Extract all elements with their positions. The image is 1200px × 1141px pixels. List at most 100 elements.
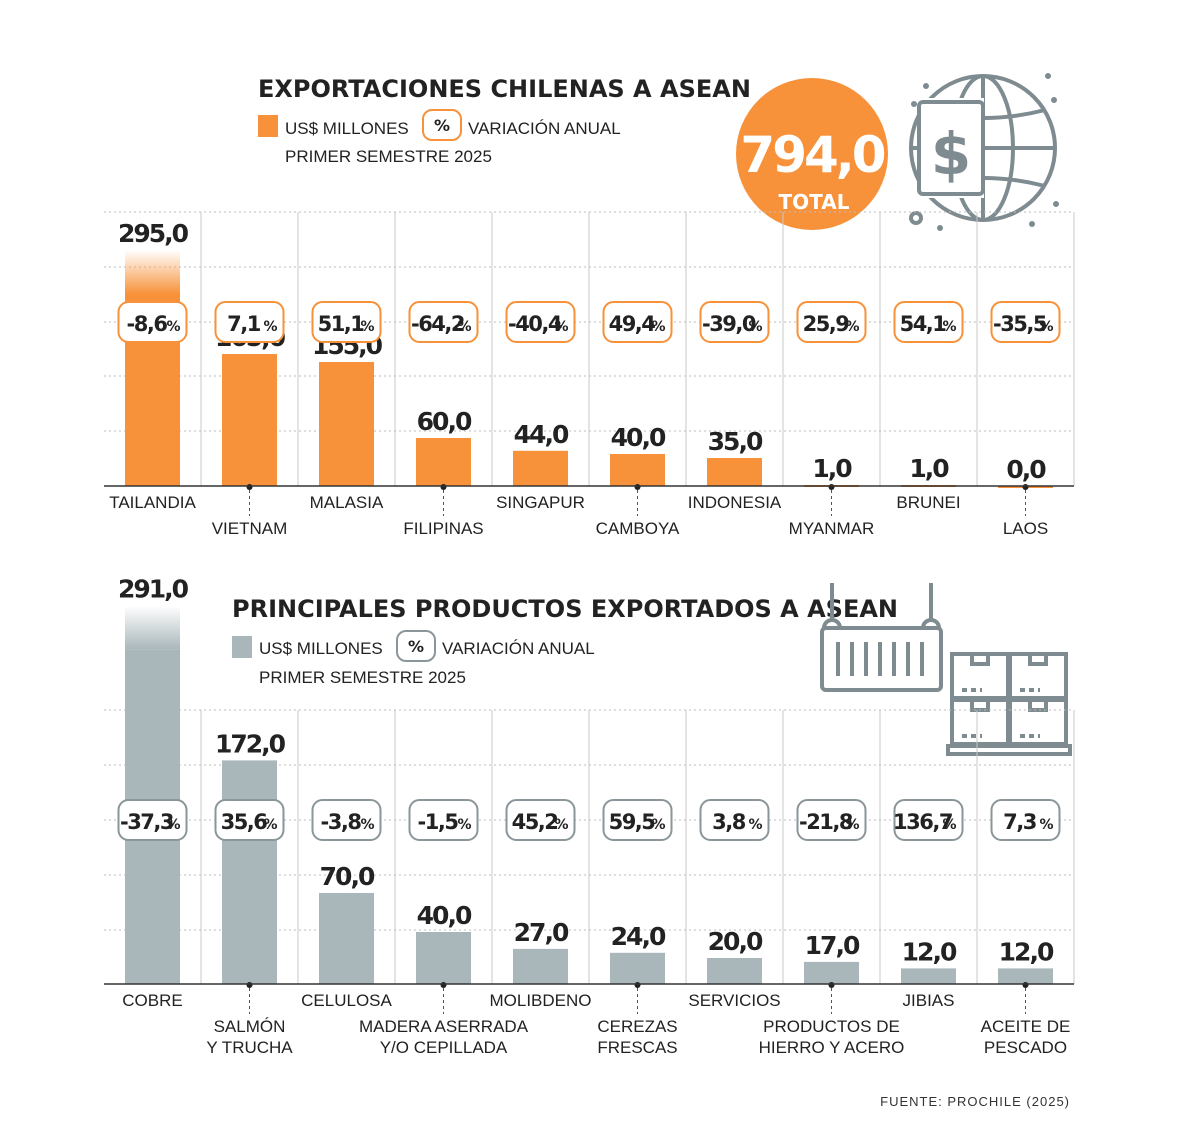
variation-pill: 25,9%: [796, 301, 867, 343]
chart1-subtitle: PRIMER SEMESTRE 2025: [285, 147, 492, 166]
chart1-legend-swatch: [258, 115, 278, 137]
chart1: 295,0-8,6%TAILANDIA165,07,1%VIETNAM155,0…: [104, 211, 1075, 538]
variation-pct-sign: %: [166, 817, 180, 833]
variation-pill: 136,7%: [893, 799, 964, 841]
variation-pill: 49,4%: [602, 301, 673, 343]
variation-pill: -21,8%: [796, 799, 867, 841]
variation-pct-sign: %: [166, 319, 180, 335]
variation-pill: 51,1%: [311, 301, 382, 343]
variation-pct-sign: %: [748, 817, 762, 833]
variation-value: 35,6: [221, 810, 268, 834]
value-label: 291,0: [118, 575, 189, 604]
leader-dot: [634, 484, 641, 490]
category-label: PESCADO: [984, 1038, 1067, 1057]
value-label: 40,0: [611, 423, 666, 452]
chart1-legend-variation: VARIACIÓN ANUAL: [468, 119, 621, 138]
category-label: SINGAPUR: [496, 493, 585, 512]
variation-value: -40,4: [508, 312, 562, 336]
total-badge: 794,0 TOTAL: [736, 78, 888, 230]
variation-value: 45,2: [512, 810, 558, 834]
variation-pct-sign: %: [457, 817, 471, 833]
value-label: 24,0: [611, 922, 666, 951]
bar: [222, 760, 277, 984]
bar: [804, 961, 859, 984]
chart1-title: EXPORTACIONES CHILENAS A ASEAN: [258, 75, 751, 103]
variation-value: 54,1: [900, 312, 947, 336]
variation-pill: 59,5%: [602, 799, 673, 841]
chart1-legend-pct-box: [422, 109, 462, 141]
variation-pill: -8,6%: [117, 301, 188, 343]
bar: [707, 458, 762, 486]
chart2-legend-variation: VARIACIÓN ANUAL: [442, 639, 595, 658]
value-label: 60,0: [417, 407, 472, 436]
category-label: LAOS: [1003, 519, 1048, 538]
variation-value: -8,6: [127, 312, 168, 336]
variation-value: -21,8: [799, 810, 853, 834]
bar-fade: [125, 250, 180, 294]
leader-dot: [828, 982, 835, 988]
variation-value: 136,7: [893, 810, 952, 834]
chart2: 291,0 -37,3% COBRE 172,0 35,6% SALMÓN Y TRUCHA…: [104, 575, 1075, 1057]
category-label: CELULOSA: [301, 991, 392, 1010]
category-label: TAILANDIA: [109, 493, 196, 512]
variation-value: -64,2: [411, 312, 464, 336]
variation-pct-sign: %: [1039, 817, 1053, 833]
category-label: INDONESIA: [688, 493, 782, 512]
variation-value: 7,1: [227, 312, 261, 336]
bar: [222, 354, 277, 486]
category-label: CEREZAS: [597, 1017, 677, 1036]
category-label: MADERA ASERRADA: [359, 1017, 529, 1036]
value-label: 27,0: [514, 918, 569, 947]
chart2-title: PRINCIPALES PRODUCTOS EXPORTADOS A ASEAN: [232, 595, 898, 623]
variation-pct-sign: %: [457, 319, 471, 335]
value-label: 17,0: [805, 931, 860, 960]
bar: [319, 362, 374, 486]
leader-dot: [634, 982, 641, 988]
variation-pill: -40,4%: [505, 301, 576, 343]
category-label: SERVICIOS: [688, 991, 780, 1010]
category-label: HIERRO Y ACERO: [759, 1038, 905, 1057]
category-label: JIBIAS: [903, 991, 955, 1010]
value-label: 1,0: [812, 454, 852, 483]
chart2-header: PRINCIPALES PRODUCTOS EXPORTADOS A ASEAN…: [232, 595, 898, 687]
category-label: PRODUCTOS DE: [763, 1017, 900, 1036]
category-label: ACEITE DE: [981, 1017, 1071, 1036]
variation-pct-sign: %: [942, 319, 956, 335]
variation-pill: 7,1%: [214, 301, 285, 343]
total-value: 794,0: [740, 126, 884, 184]
leader-dot: [440, 484, 447, 490]
variation-value: -3,8: [321, 810, 362, 834]
variation-value: 7,3: [1003, 810, 1036, 834]
variation-pill: -37,3%: [117, 799, 188, 841]
variation-pct-sign: %: [651, 319, 665, 335]
chart2-subtitle: PRIMER SEMESTRE 2025: [259, 668, 466, 687]
variation-pct-sign: %: [845, 319, 859, 335]
variation-pill: -3,8%: [311, 799, 382, 841]
value-label: 35,0: [708, 427, 763, 456]
value-label: 12,0: [902, 937, 957, 966]
chart1-legend-pct-symbol: %: [434, 116, 450, 135]
variation-pill: -35,5%: [990, 301, 1061, 343]
leader-dot: [1022, 982, 1029, 988]
leader-dot: [1022, 484, 1029, 490]
category-label: MALASIA: [310, 493, 384, 512]
bar: [610, 454, 665, 486]
variation-pct-sign: %: [554, 817, 568, 833]
bar: [416, 932, 471, 984]
bar: [610, 952, 665, 984]
leader-dot: [828, 484, 835, 490]
globe-dollar-icon: $: [909, 73, 1059, 231]
value-label: 70,0: [320, 862, 375, 891]
bar: [513, 948, 568, 984]
variation-value: 49,4: [609, 312, 656, 336]
variation-pill: 54,1%: [893, 301, 964, 343]
variation-pct-sign: %: [360, 817, 374, 833]
variation-pct-sign: %: [942, 817, 956, 833]
category-label: MOLIBDENO: [489, 991, 591, 1010]
category-label: FRESCAS: [597, 1038, 677, 1057]
variation-value: 25,9: [803, 312, 850, 336]
variation-pct-sign: %: [845, 817, 859, 833]
variation-value: 59,5: [609, 810, 656, 834]
chart2-legend-pct-box: [396, 630, 436, 662]
